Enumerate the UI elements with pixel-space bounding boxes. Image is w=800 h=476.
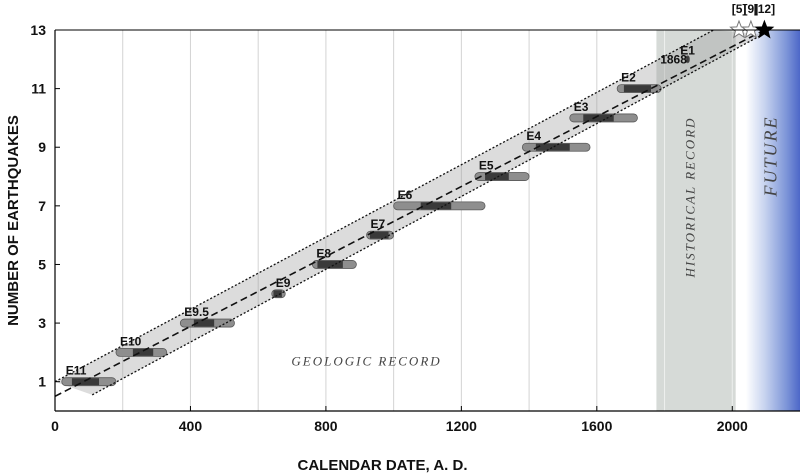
event-label: E9.5 bbox=[184, 305, 209, 319]
upper-bound-line bbox=[54, 29, 714, 383]
forecast-label: [9] bbox=[744, 2, 759, 16]
event-best-bar bbox=[535, 143, 570, 151]
event-label: E4 bbox=[526, 129, 541, 143]
lower-bound-line bbox=[91, 33, 764, 396]
event-best-bar bbox=[686, 56, 689, 63]
central-trend-line bbox=[54, 29, 765, 398]
event-label: E7 bbox=[371, 217, 386, 231]
event-label: E10 bbox=[120, 334, 142, 348]
forecast-label: [12] bbox=[754, 2, 775, 16]
x-tick-label: 2000 bbox=[717, 418, 748, 434]
x-tick-label: 800 bbox=[314, 418, 338, 434]
y-tick-label: 7 bbox=[38, 198, 46, 214]
event-label: E2 bbox=[621, 71, 636, 85]
event-label: E1 bbox=[680, 43, 695, 57]
event-best-bar bbox=[317, 260, 343, 268]
historical-record-label: HISTORICAL RECORD bbox=[682, 117, 697, 279]
x-tick-label: 400 bbox=[179, 418, 203, 434]
event-best-bar bbox=[369, 231, 389, 239]
y-tick-label: 5 bbox=[38, 256, 46, 272]
y-tick-label: 9 bbox=[38, 139, 46, 155]
x-tick-label: 1200 bbox=[446, 418, 477, 434]
future-label: FUTURE bbox=[760, 116, 780, 198]
y-axis-title: NUMBER OF EARTHQUAKES bbox=[5, 115, 22, 326]
future-region bbox=[745, 30, 800, 411]
event-best-bar bbox=[273, 290, 282, 298]
event-best-bar bbox=[71, 378, 100, 386]
event-label: E11 bbox=[66, 364, 87, 378]
y-tick-label: 3 bbox=[38, 315, 46, 331]
x-tick-label: 0 bbox=[51, 418, 59, 434]
y-tick-label: 11 bbox=[31, 81, 46, 97]
geologic-record-label: GEOLOGIC RECORD bbox=[291, 354, 441, 369]
event-label: E3 bbox=[574, 100, 589, 114]
forecast-label: [5] bbox=[732, 2, 747, 16]
y-tick-label: 1 bbox=[38, 374, 46, 390]
event-best-bar bbox=[132, 348, 154, 356]
forecast-star-icon bbox=[754, 19, 775, 39]
event-best-bar bbox=[583, 114, 614, 122]
event-label: E9 bbox=[276, 276, 291, 290]
event-best-bar bbox=[623, 85, 651, 93]
historical-record-region bbox=[656, 30, 736, 411]
y-tick-label: 13 bbox=[30, 22, 46, 38]
event-label: E5 bbox=[479, 159, 494, 173]
event-year-label: 1868 bbox=[660, 52, 687, 66]
event-best-bar bbox=[485, 173, 509, 181]
event-label: E6 bbox=[398, 188, 413, 202]
event-best-bar bbox=[420, 202, 452, 210]
x-axis-title: CALENDAR DATE, A. D. bbox=[298, 457, 468, 474]
x-tick-label: 1600 bbox=[581, 418, 612, 434]
event-best-bar bbox=[193, 319, 215, 327]
event-label: E8 bbox=[316, 246, 331, 260]
